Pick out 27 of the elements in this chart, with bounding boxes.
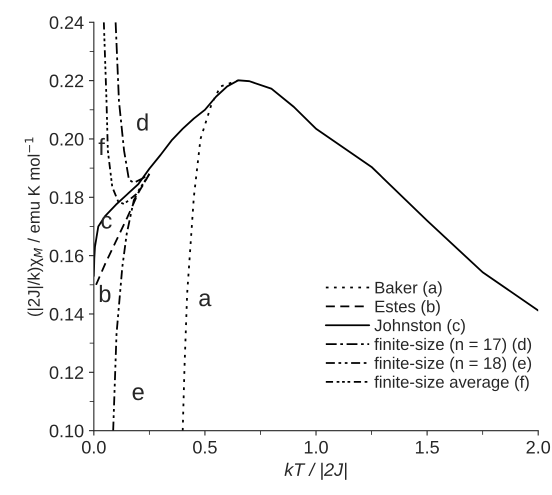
- annotation: f: [98, 138, 105, 155]
- y-axis-title: (|2J|/k)χ$_{M}$ / emu K mol$^{−1}$: [24, 137, 44, 316]
- legend-label: finite-size (n = 17) (d): [374, 338, 532, 354]
- annotation: d: [137, 113, 148, 131]
- y-tick-label: 0.20: [50, 132, 84, 146]
- x-axis-title: kT / |2J|: [284, 462, 346, 480]
- y-tick-label: 0.10: [50, 424, 84, 438]
- x-tick-label: 0.0: [82, 440, 106, 454]
- legend-label: Baker (a): [376, 281, 442, 297]
- x-tick-label: 1.0: [304, 440, 328, 454]
- annotation: a: [199, 293, 212, 306]
- legend-label: Johnston (c): [374, 319, 465, 335]
- x-tick-label: 1.5: [416, 441, 439, 454]
- y-tick-label: 0.12: [50, 366, 84, 380]
- y-tick-label: 0.18: [50, 191, 84, 204]
- annotation: b: [100, 284, 110, 302]
- annotation: e: [132, 387, 144, 400]
- legend-label: finite-size (n = 18) (e): [374, 356, 532, 372]
- y-tick-label: 0.16: [50, 250, 84, 262]
- x-tick-label: 0.5: [193, 440, 217, 454]
- annotation: c: [102, 216, 112, 229]
- legend-label: Estes (b): [376, 300, 440, 316]
- x-tick-label: 2.0: [526, 440, 550, 454]
- y-tick-label: 0.14: [50, 308, 84, 321]
- y-tick-label: 0.24: [50, 16, 84, 29]
- y-tick-label: 0.22: [50, 74, 84, 88]
- legend-label: finite-size average (f): [374, 376, 529, 392]
